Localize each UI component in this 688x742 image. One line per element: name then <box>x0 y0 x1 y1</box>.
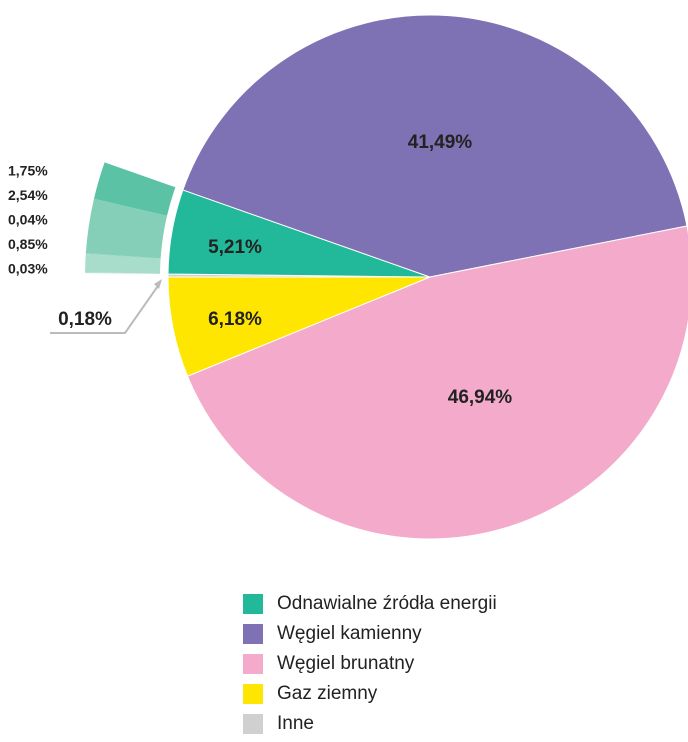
breakdown-label: 1,75% <box>8 163 48 179</box>
breakdown-label: 2,54% <box>8 187 48 203</box>
breakdown-label: 0,03% <box>8 261 48 277</box>
breakdown-segment <box>85 253 161 260</box>
data-label: 5,21% <box>208 237 262 258</box>
breakdown-segment <box>85 198 168 259</box>
data-label: 46,94% <box>448 387 513 408</box>
data-label: 41,49% <box>408 132 473 153</box>
data-label: 0,18% <box>58 309 112 330</box>
leader-line <box>50 282 161 334</box>
breakdown-segment <box>85 272 161 274</box>
breakdown-segment <box>85 254 161 274</box>
pie-slice <box>167 276 431 377</box>
data-label: 6,18% <box>208 309 262 330</box>
legend-label: Węgiel kamienny <box>277 623 422 644</box>
legend-swatch <box>243 594 263 614</box>
pie-slice <box>186 225 688 540</box>
legend-swatch <box>243 654 263 674</box>
legend-label: Węgiel brunatny <box>277 653 415 674</box>
legend-label: Gaz ziemny <box>277 683 378 704</box>
legend-swatch <box>243 684 263 704</box>
legend-label: Inne <box>277 713 314 734</box>
breakdown-segment <box>93 162 176 216</box>
breakdown-label: 0,85% <box>8 236 48 252</box>
leader-arrow <box>154 279 162 289</box>
legend-label: Odnawialne źródła energii <box>277 593 497 614</box>
legend-swatch <box>243 624 263 644</box>
legend-swatch <box>243 714 263 734</box>
pie-slice <box>182 14 688 278</box>
breakdown-label: 0,04% <box>8 212 48 228</box>
